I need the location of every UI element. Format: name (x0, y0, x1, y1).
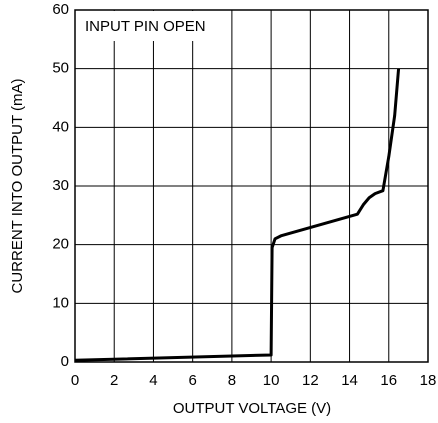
annotation: INPUT PIN OPEN (85, 18, 206, 35)
y-tick-label: 10 (52, 294, 69, 311)
x-tick-label: 18 (420, 372, 437, 389)
x-tick-label: 16 (380, 372, 397, 389)
x-tick-label: 14 (341, 372, 358, 389)
y-tick-label: 0 (61, 353, 69, 370)
x-tick-label: 2 (110, 372, 118, 389)
x-tick-label: 0 (71, 372, 79, 389)
data-line (74, 68, 401, 362)
plot-frame (74, 9, 429, 363)
annotation-box (76, 11, 218, 41)
x-tick-label: 4 (149, 372, 157, 389)
x-tick-label: 6 (188, 372, 196, 389)
y-tick-label: 30 (52, 177, 69, 194)
x-tick-label: 12 (302, 372, 319, 389)
x-axis-label: OUTPUT VOLTAGE (V) (173, 400, 331, 417)
x-tick-label: 8 (228, 372, 236, 389)
y-axis-label: CURRENT INTO OUTPUT (mA) (9, 78, 26, 293)
y-tick-label: 60 (52, 1, 69, 18)
x-tick-label: 10 (263, 372, 280, 389)
y-tick-label: 20 (52, 236, 69, 253)
y-tick-label: 50 (52, 60, 69, 77)
y-tick-label: 40 (52, 118, 69, 135)
